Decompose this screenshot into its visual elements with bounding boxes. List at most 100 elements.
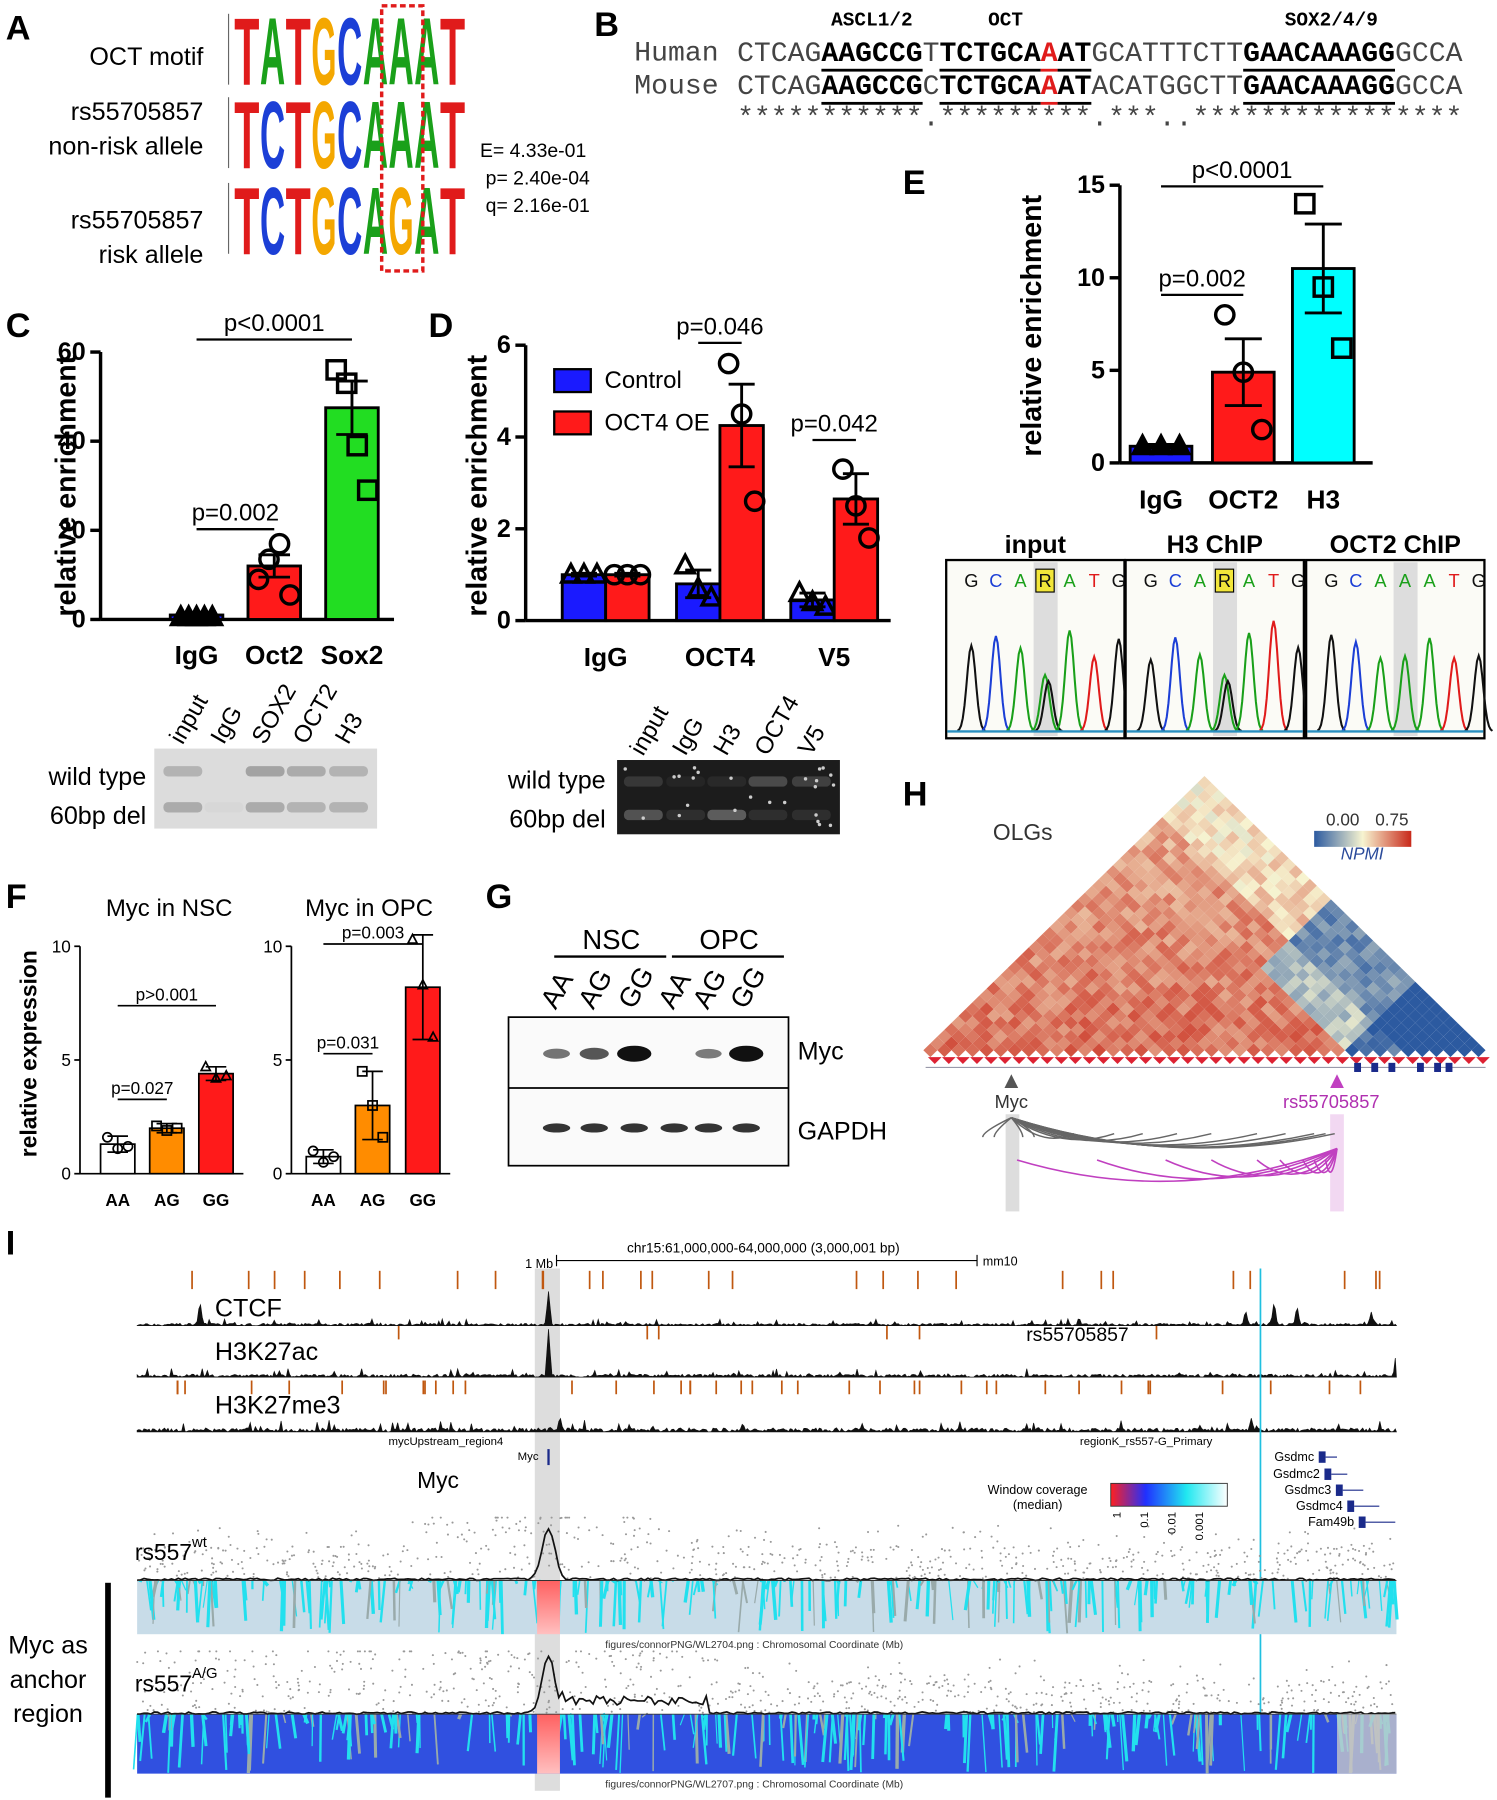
coverage-streak [532, 1580, 537, 1590]
coverage-dot [1276, 1685, 1279, 1688]
y-axis-label: relative expression [16, 950, 42, 1157]
coverage-dot [197, 1672, 200, 1675]
coverage-dot [229, 1650, 232, 1653]
contact-cell [1288, 1015, 1303, 1030]
coverage-dot [480, 1668, 484, 1671]
coverage-dot [233, 1706, 236, 1709]
coverage-streak [1074, 1580, 1081, 1628]
coverage-dot [375, 1703, 378, 1706]
contact-cell [1274, 974, 1289, 989]
coverage-dot [533, 1575, 536, 1578]
coverage-dot [1035, 1692, 1038, 1695]
contact-cell [1302, 1015, 1317, 1030]
coverage-dot [778, 1553, 781, 1556]
coverage-streak [886, 1580, 893, 1623]
exon [1434, 1062, 1442, 1072]
contact-cell [1359, 947, 1374, 962]
coverage-dot [1258, 1569, 1262, 1572]
coverage-dot [454, 1672, 457, 1675]
coverage-dot [136, 1660, 139, 1664]
coverage-dot [972, 1568, 975, 1571]
contact-cell [1077, 947, 1093, 962]
coverage-dot [926, 1567, 929, 1570]
coverage-streak [1114, 1580, 1119, 1608]
coverage-dot [273, 1708, 276, 1711]
coverage-dot [829, 1576, 832, 1579]
diagonal-mark [1124, 1057, 1139, 1064]
coverage-dot [1290, 1704, 1294, 1707]
sequence-segment: TCTGCA [940, 38, 1041, 69]
coverage-dot [869, 1548, 872, 1551]
coverage-dot [937, 1568, 941, 1572]
coverage-dot [861, 1555, 864, 1558]
coverage-dot [1215, 1569, 1218, 1572]
contact-cell [1429, 1015, 1444, 1030]
contact-cell [1127, 885, 1142, 900]
contact-cell [1274, 961, 1289, 975]
gene-label: Gsdmc4 [1296, 1499, 1343, 1513]
diagonal-mark [998, 1057, 1012, 1064]
coverage-dot [620, 1557, 623, 1560]
coverage-dot [191, 1705, 195, 1708]
coverage-dot [652, 1657, 655, 1660]
trace-peak [1160, 637, 1190, 732]
coverage-dot [913, 1575, 916, 1578]
coverage-dot [769, 1540, 772, 1543]
coverage-dot [946, 1694, 949, 1697]
coverage-dot [947, 1683, 950, 1686]
blot-group: NSC [582, 924, 640, 955]
coverage-dot [215, 1570, 218, 1573]
coverage-dot [334, 1555, 337, 1558]
data-point [1167, 432, 1192, 456]
blot-band [695, 1048, 722, 1059]
coverage-dot [753, 1536, 757, 1539]
contact-cell [1183, 899, 1198, 914]
coverage-dot [845, 1682, 849, 1685]
data-point [686, 574, 711, 598]
coverage-dot [335, 1651, 338, 1654]
logo-letter: T [234, 0, 259, 106]
coverage-streak [683, 1580, 690, 1603]
coverage-dot [1319, 1547, 1322, 1550]
coverage-dot [893, 1704, 896, 1707]
contact-cell [1077, 919, 1093, 934]
coverage-dot [1237, 1538, 1240, 1541]
coverage-dot [727, 1535, 730, 1538]
coverage-dot [339, 1545, 342, 1548]
coverage-dot [1287, 1697, 1290, 1700]
coverage-dot [773, 1570, 776, 1573]
coverage-dot [306, 1691, 309, 1694]
coverage-dot [1171, 1709, 1174, 1712]
coverage-dot [1222, 1688, 1225, 1691]
panel-label: A [6, 10, 31, 48]
loop-arc [1096, 1147, 1338, 1180]
coverage-streak [1154, 1580, 1159, 1604]
coverage-dot [707, 1659, 710, 1662]
coverage-dot [1218, 1699, 1221, 1702]
data-point [416, 978, 429, 990]
anchor-marker [1004, 1074, 1019, 1088]
coverage-title: (median) [1013, 1498, 1063, 1512]
coverage-dot [343, 1566, 346, 1569]
contact-cell [1042, 940, 1057, 955]
coverage-dot [577, 1526, 580, 1529]
coverage-streak [523, 1580, 528, 1596]
coverage-dot [1214, 1553, 1218, 1557]
diagonal-mark [1462, 1057, 1476, 1064]
p-value: p=0.046 [676, 313, 763, 340]
coverage-streak [821, 1580, 827, 1622]
data-point [629, 563, 652, 586]
coverage-dot [227, 1535, 230, 1538]
coverage-dot [217, 1546, 220, 1549]
coverage-dot [262, 1709, 266, 1712]
coverage-dot [382, 1707, 385, 1710]
coverage-dot [1355, 1685, 1358, 1688]
coverage-dot [989, 1679, 992, 1682]
coverage-dot [382, 1554, 385, 1557]
coverage-dot [854, 1546, 857, 1549]
coverage-dot [1156, 1550, 1159, 1553]
coverage-dot [708, 1563, 711, 1566]
coverage-dot [851, 1549, 854, 1552]
contact-cell [1007, 961, 1022, 975]
coverage-dot [881, 1686, 884, 1689]
